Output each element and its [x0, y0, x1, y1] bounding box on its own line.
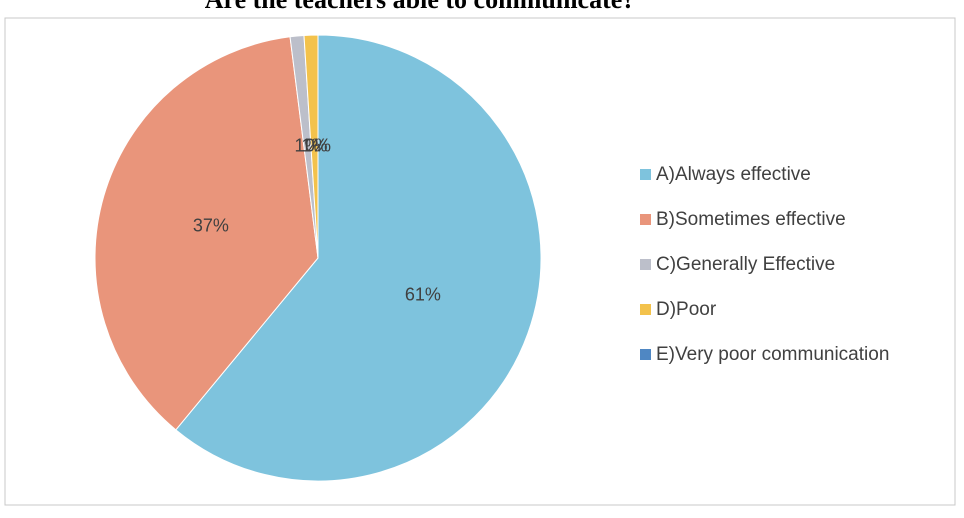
legend-label: B)Sometimes effective — [656, 209, 846, 230]
legend-label: C)Generally Effective — [656, 254, 835, 275]
legend-label: D)Poor — [656, 299, 717, 320]
data-label: 0% — [305, 135, 331, 155]
legend-swatch — [640, 214, 651, 225]
legend-swatch — [640, 169, 651, 180]
legend-label: A)Always effective — [656, 164, 811, 185]
legend-swatch — [640, 349, 651, 360]
data-label: 1% — [294, 136, 320, 156]
legend-label: E)Very poor communication — [656, 344, 889, 365]
legend-swatch — [640, 259, 651, 270]
data-label: 1% — [301, 135, 327, 155]
chart-title: Are the teachers able to communicate? — [205, 0, 636, 14]
data-label: 37% — [193, 216, 229, 236]
pie-slice — [175, 34, 542, 482]
pie-slice — [303, 34, 319, 259]
legend-swatch — [640, 304, 651, 315]
data-label: 61% — [405, 285, 441, 305]
pie-slice — [94, 36, 319, 431]
